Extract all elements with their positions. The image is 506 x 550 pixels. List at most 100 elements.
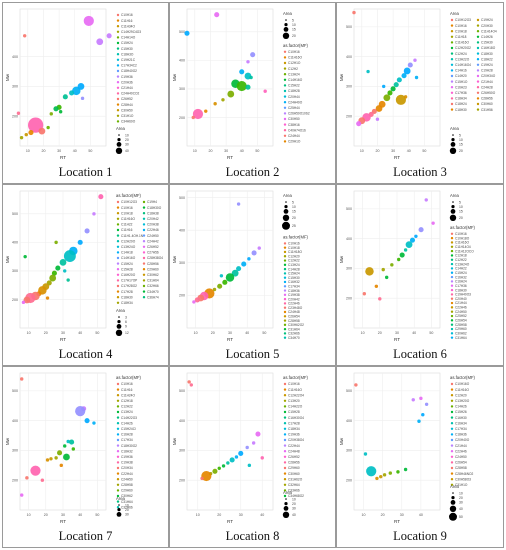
color-legend-key xyxy=(450,236,454,240)
size-legend-label: 25 xyxy=(292,224,296,228)
x-tick-label: 10 xyxy=(194,331,198,335)
data-point xyxy=(23,254,27,259)
data-point xyxy=(92,421,96,425)
color-legend-key xyxy=(116,427,120,430)
color-legend-key xyxy=(476,74,480,78)
data-point xyxy=(379,474,383,479)
color-legend-label: C21H44 xyxy=(481,80,493,84)
data-point xyxy=(424,198,428,202)
size-legend-dot xyxy=(452,201,454,203)
size-legend-dot xyxy=(452,492,454,494)
color-legend-key xyxy=(283,489,287,492)
data-point xyxy=(362,292,367,296)
color-legend-label: C24H48 xyxy=(288,310,300,314)
y-axis-title: Mw xyxy=(339,437,344,445)
color-legend-key xyxy=(116,466,120,470)
color-legend-label: C10H16 xyxy=(288,50,300,54)
color-legend-label: C10H16 xyxy=(288,382,300,386)
color-legend-key xyxy=(283,140,287,143)
data-point xyxy=(83,15,94,27)
color-legend-key xyxy=(450,450,454,453)
color-legend-label: C14H18 xyxy=(121,251,133,255)
color-legend-label: C28H56 xyxy=(288,461,300,465)
data-point xyxy=(414,75,419,80)
y-tick-label: 300 xyxy=(346,85,352,89)
x-tick-label: 40 xyxy=(412,331,416,335)
size-legend-label: 15 xyxy=(292,28,296,32)
color-legend-label: C31H64 xyxy=(455,336,467,340)
size-legend-dot xyxy=(115,329,123,336)
size-legend-dot xyxy=(452,134,454,136)
data-point xyxy=(63,453,70,461)
color-legend-label: C12H22 xyxy=(288,259,300,263)
data-point xyxy=(411,398,415,402)
size-legend-label: 40 xyxy=(459,507,463,511)
data-point xyxy=(251,250,257,256)
color-legend-key xyxy=(450,323,454,326)
color-legend-key xyxy=(283,101,287,104)
color-legend-title: as.factor(MF) xyxy=(116,193,141,198)
data-point xyxy=(365,267,374,276)
color-legend-label: C10H18 xyxy=(455,29,467,33)
color-legend-key xyxy=(116,97,120,101)
color-legend-key xyxy=(450,310,454,313)
color-legend-key xyxy=(142,212,146,215)
data-point xyxy=(200,476,204,481)
color-legend-label: C10H16O xyxy=(455,382,470,386)
size-legend-title: Area xyxy=(450,193,460,198)
color-legend-key xyxy=(450,438,454,442)
color-legend-label: C14H28 xyxy=(288,267,300,271)
scatter-plot: 10 20 30 40200300400500RTMwas.factor(MF)C10… xyxy=(172,372,308,524)
size-legend-dot xyxy=(449,505,457,512)
color-legend-key xyxy=(450,433,454,436)
color-legend-key xyxy=(283,444,287,447)
color-legend-key xyxy=(116,234,120,237)
data-point xyxy=(16,111,21,115)
color-legend-label: C17H34 xyxy=(121,438,133,442)
color-legend-label: C15H26 xyxy=(455,410,467,414)
size-legend-dot xyxy=(284,205,288,209)
color-legend-key xyxy=(116,422,120,425)
color-legend-label: C12H22O4 xyxy=(288,393,304,397)
y-axis-title: Mw xyxy=(172,255,177,263)
x-tick-label: 10 xyxy=(360,149,364,153)
data-point xyxy=(184,30,190,36)
color-legend-key xyxy=(450,80,454,83)
color-legend-key xyxy=(116,103,120,106)
size-legend-dot xyxy=(285,19,287,21)
color-legend-label: C13H24 xyxy=(288,72,300,76)
x-tick-label: 50 xyxy=(95,513,99,517)
data-point xyxy=(20,377,24,381)
location-label: Location 2 xyxy=(225,165,280,179)
color-legend-key xyxy=(116,245,120,248)
color-legend-label: C31H62O xyxy=(288,477,303,481)
color-legend-label: C29H60 xyxy=(147,267,159,271)
color-legend-key xyxy=(450,405,454,408)
color-legend-label: C10H12O3 xyxy=(121,200,137,204)
color-legend-label: C11H16 xyxy=(121,19,133,23)
color-legend-label: C24H50 xyxy=(121,477,133,481)
data-point xyxy=(38,127,46,135)
color-legend-title: as.factor(MF) xyxy=(116,375,141,380)
color-legend-label: C28H56 xyxy=(147,262,159,266)
data-point xyxy=(249,75,253,80)
size-legend-label: 50 xyxy=(459,515,463,519)
color-legend-key xyxy=(283,394,287,397)
color-legend-key xyxy=(283,134,287,137)
color-legend-key xyxy=(450,461,454,464)
data-point xyxy=(366,466,377,477)
y-tick-label: 300 xyxy=(12,85,18,89)
size-legend-dot xyxy=(283,506,289,511)
color-legend-key xyxy=(450,46,454,50)
color-legend-key xyxy=(283,455,287,458)
color-legend-key xyxy=(283,289,287,292)
scatter-plot: 10 20 30 40 50200300400500RTMwArea5101520as.… xyxy=(172,8,310,160)
x-tick-label: 50 xyxy=(429,331,433,335)
color-legend-key xyxy=(450,382,454,386)
color-legend-label: C12H20 xyxy=(455,393,467,397)
data-point xyxy=(49,112,53,116)
color-legend-key xyxy=(450,63,454,66)
color-legend-label: C19H40O3 xyxy=(455,293,471,297)
size-legend-label: 15 xyxy=(292,210,296,214)
